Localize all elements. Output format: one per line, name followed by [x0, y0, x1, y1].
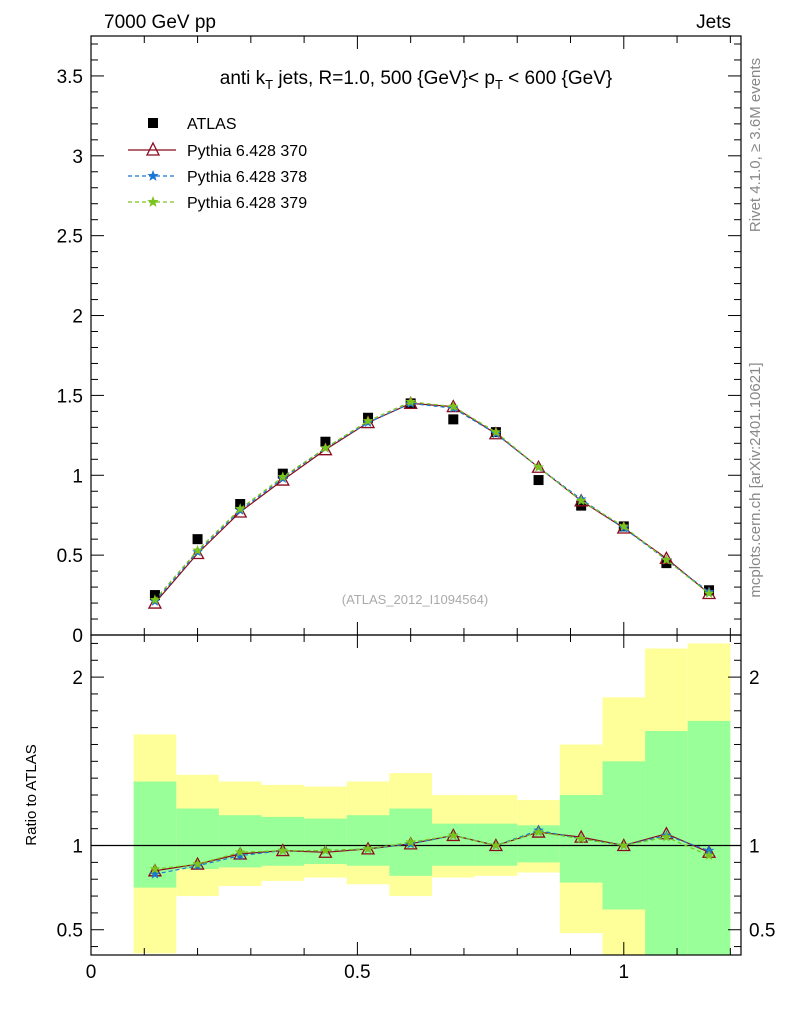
- ratio-plot-marks: [91, 643, 741, 955]
- main-y-tick-label: 0: [72, 626, 83, 647]
- ratio-point-pythia-6-428-379: [448, 829, 459, 840]
- ratio-y-tick-label: 2: [72, 668, 83, 689]
- main-point-pythia-6-428-379: [661, 554, 672, 565]
- ratio-point-pythia-6-428-378: [234, 850, 246, 861]
- main-point-atlas: [320, 436, 331, 447]
- ratio-x-tick-label: 0: [86, 962, 97, 983]
- ratio-point-pythia-6-428-379: [192, 858, 203, 869]
- ratio-y-tick-label-right: 2: [749, 668, 760, 689]
- main-point-pythia-6-428-370: [190, 546, 205, 560]
- ratio-x-tick-label: 1: [618, 962, 629, 983]
- legend-label-pythia-370: Pythia 6.428 370: [187, 143, 307, 160]
- ratio-band-green: [304, 818, 347, 865]
- main-point-pythia-6-428-370: [147, 595, 163, 609]
- ratio-y-tick-label-right: 0.5: [749, 921, 775, 942]
- ratio-point-pythia-6-428-379: [320, 845, 331, 855]
- main-y-tick-label: 1.5: [57, 386, 83, 407]
- mcplots-reference-label: mcplots.cern.ch [arXiv:2401.10621]: [747, 362, 764, 597]
- ratio-point-pythia-6-428-379: [618, 840, 629, 850]
- ratio-point-pythia-6-428-379: [703, 850, 715, 861]
- ratio-point-pythia-6-428-379: [277, 845, 288, 855]
- axes: 00.511.522.533.50 0.5 10.5 0.51 12 2: [57, 35, 775, 983]
- main-y-tick-label: 1: [72, 466, 83, 487]
- main-point-pythia-6-428-379: [575, 495, 587, 506]
- ratio-y-tick-label: 1: [72, 837, 83, 858]
- ratio-y-tick-label: 0.5: [57, 921, 83, 942]
- ratio-point-pythia-6-428-378: [149, 868, 161, 879]
- main-y-tick-label: 2: [72, 307, 83, 328]
- legend-marker-pythia-379: [147, 196, 159, 207]
- ratio-x-tick-label: 0.5: [344, 962, 370, 983]
- legend-entry-pythia-379: Pythia 6.428 379: [128, 195, 307, 212]
- main-point-pythia-6-428-379: [703, 588, 715, 598]
- plot-title: anti kT jets, R=1.0, 500 {GeV}< pT < 600…: [220, 68, 613, 92]
- main-point-pythia-6-428-379: [490, 426, 502, 437]
- ratio-point-pythia-6-428-379: [234, 846, 246, 857]
- header-jets-label: Jets: [696, 12, 731, 33]
- ratio-point-pythia-6-428-379: [575, 833, 587, 844]
- main-point-pythia-6-428-379: [192, 544, 203, 555]
- main-y-tick-label: 2.5: [57, 227, 83, 248]
- legend-entry-pythia-378: Pythia 6.428 378: [128, 169, 307, 186]
- legend-label-pythia-378: Pythia 6.428 378: [187, 169, 307, 186]
- main-line-pythia-6-428-379: [154, 401, 710, 601]
- legend-entry-pythia-370: Pythia 6.428 370: [128, 141, 307, 160]
- ratio-y-axis-label: Ratio to ATLAS: [23, 744, 40, 845]
- main-point-pythia-6-428-379: [618, 520, 629, 531]
- main-point-pythia-6-428-379: [533, 461, 544, 472]
- ratio-point-pythia-6-428-370: [574, 829, 589, 843]
- header-process-label: 7000 GeV pp: [104, 12, 216, 33]
- legend-marker-pythia-378: [147, 170, 159, 181]
- ratio-point-pythia-6-428-379: [405, 836, 416, 847]
- ratio-line-pythia-6-428-379: [154, 831, 710, 870]
- legend-label-pythia-379: Pythia 6.428 379: [187, 195, 307, 212]
- main-y-tick-label: 0.5: [57, 546, 83, 567]
- ratio-point-pythia-6-428-379: [149, 863, 161, 874]
- ratio-point-pythia-6-428-378: [703, 845, 715, 855]
- ratio-band-green: [687, 720, 731, 955]
- main-plot-marks: [147, 396, 717, 609]
- main-point-pythia-6-428-379: [234, 503, 246, 514]
- legend: ATLAS Pythia 6.428 370 Pythia 6.428 378 …: [128, 116, 307, 212]
- ratio-point-pythia-6-428-379: [661, 831, 672, 842]
- main-point-pythia-6-428-379: [405, 396, 416, 407]
- rivet-version-label: Rivet 4.1.0, ≥ 3.6M events: [747, 58, 764, 232]
- ratio-band-green: [346, 815, 390, 866]
- legend-marker-pythia-370: [145, 141, 161, 156]
- ratio-band-green: [602, 761, 646, 910]
- main-point-pythia-6-428-370: [659, 550, 674, 564]
- main-y-tick-label: 3.5: [57, 67, 83, 88]
- ratio-band-green: [261, 816, 305, 866]
- ratio-point-pythia-6-428-370: [233, 846, 248, 860]
- ratio-point-pythia-6-428-379: [490, 840, 502, 850]
- main-point-atlas: [192, 534, 203, 545]
- analysis-watermark: (ATLAS_2012_I1094564): [342, 592, 488, 607]
- main-point-atlas: [533, 475, 544, 486]
- ratio-point-pythia-6-428-379: [533, 826, 544, 837]
- legend-label-atlas: ATLAS: [187, 116, 237, 133]
- ratio-point-pythia-6-428-379: [362, 843, 374, 854]
- main-point-pythia-6-428-379: [320, 442, 331, 453]
- legend-marker-atlas: [148, 118, 158, 128]
- main-point-atlas: [448, 414, 459, 425]
- main-point-pythia-6-428-379: [149, 594, 161, 605]
- main-y-tick-label: 3: [72, 147, 83, 168]
- main-point-pythia-6-428-379: [362, 415, 374, 426]
- ratio-point-pythia-6-428-370: [318, 844, 333, 858]
- main-point-pythia-6-428-370: [318, 442, 333, 456]
- legend-entry-atlas: ATLAS: [148, 116, 237, 133]
- ratio-y-tick-label-right: 1: [749, 837, 760, 858]
- main-point-pythia-6-428-379: [448, 401, 459, 411]
- main-line-pythia-6-428-378: [154, 402, 710, 602]
- main-point-pythia-6-428-370: [275, 472, 290, 486]
- main-point-pythia-6-428-379: [277, 471, 288, 482]
